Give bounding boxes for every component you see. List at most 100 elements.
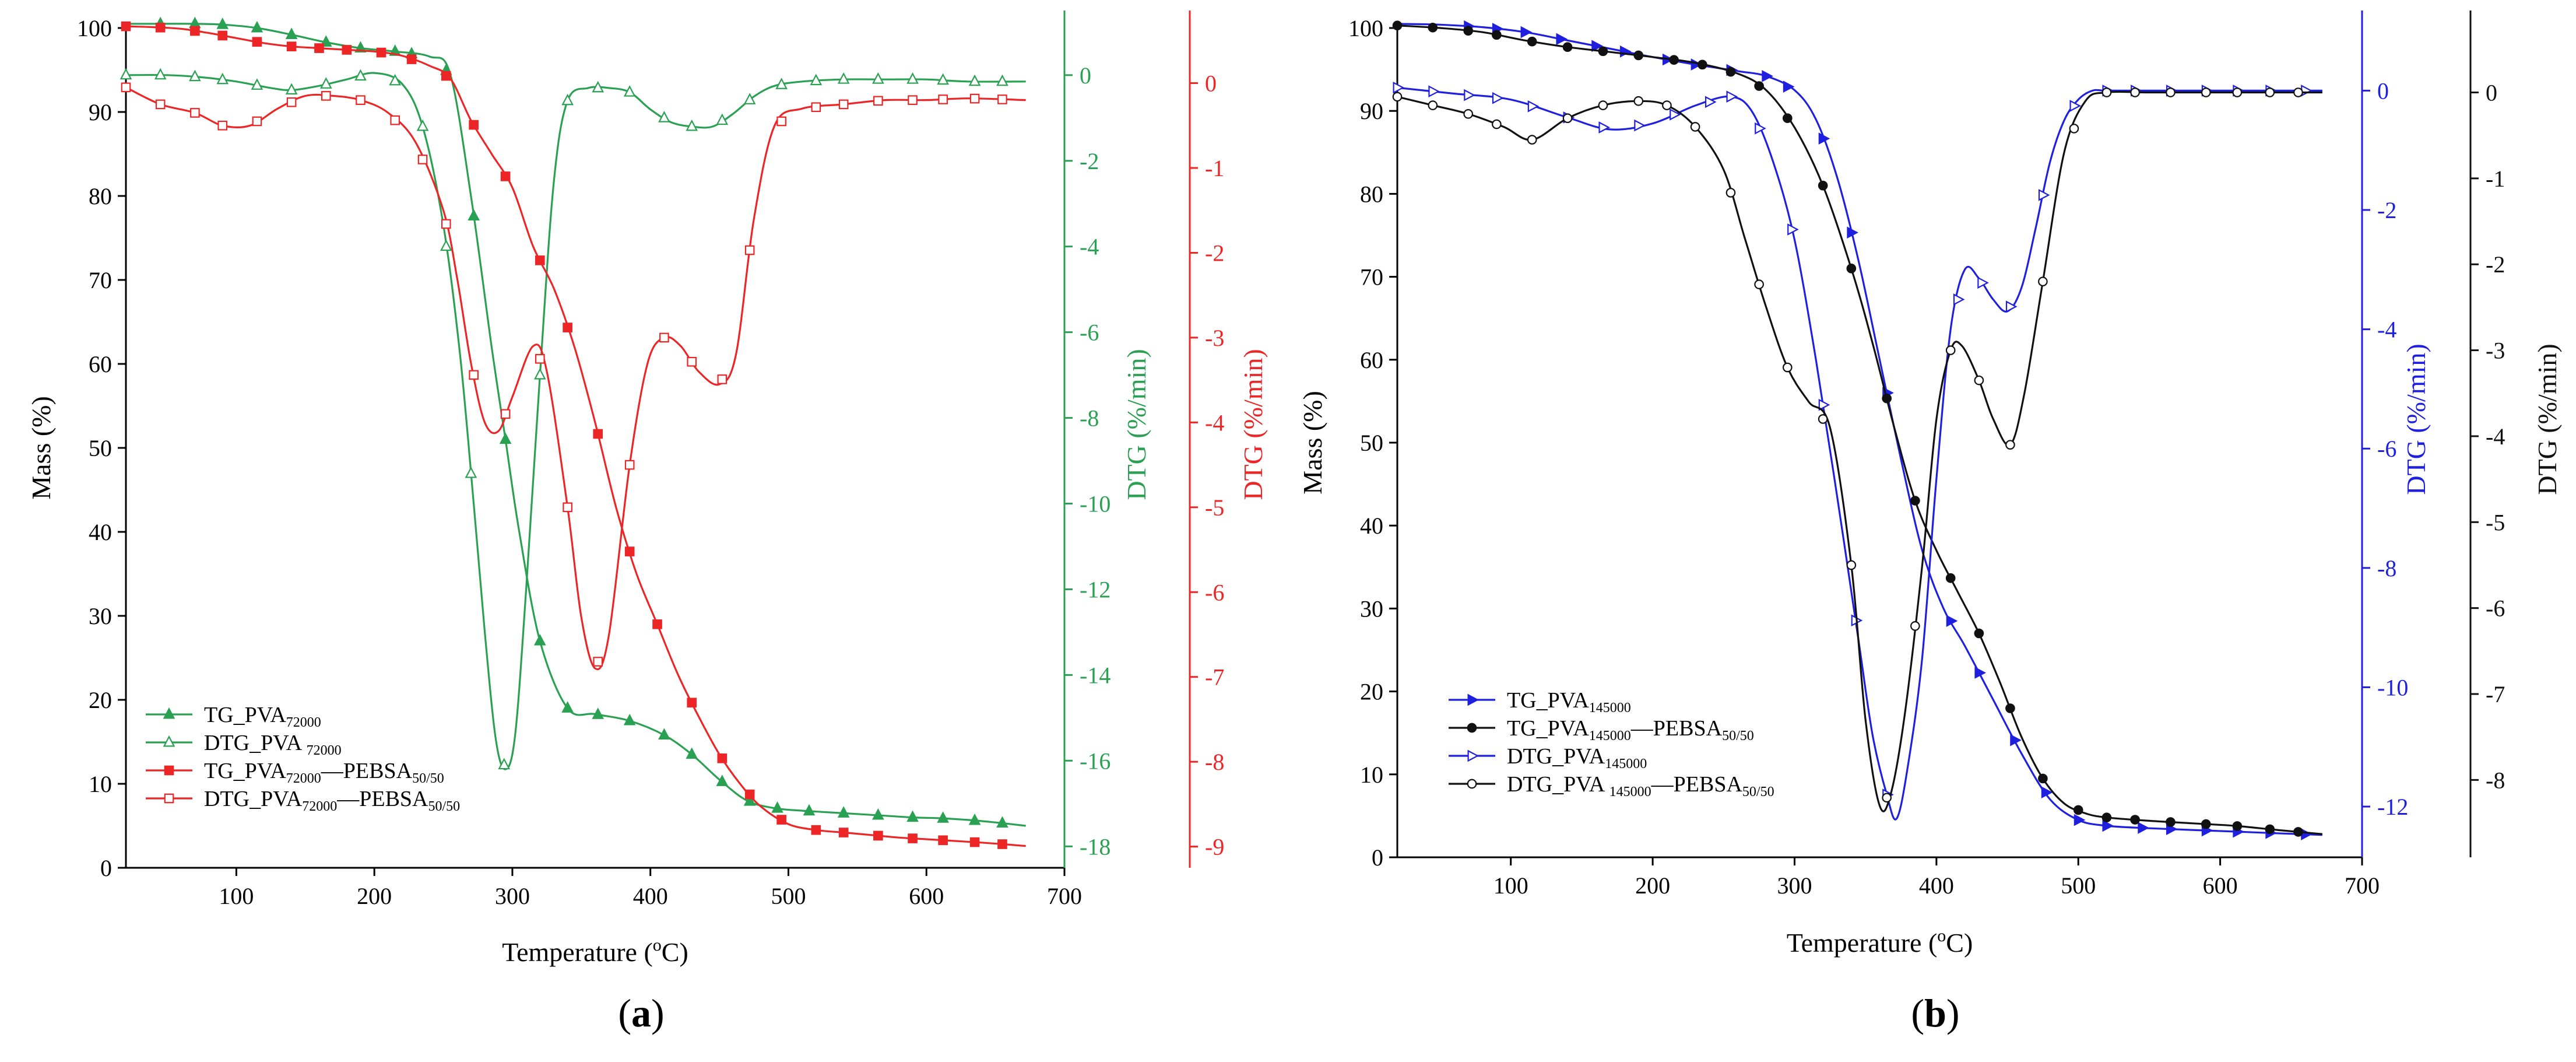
data-point — [687, 698, 697, 708]
series-1 — [1392, 20, 2323, 837]
y-tick-label: 30 — [89, 603, 112, 629]
data-point — [390, 115, 400, 125]
data-point — [216, 17, 229, 29]
legend-sub2: 50/50 — [1722, 728, 1754, 744]
panel-label-letter: b — [1924, 991, 1946, 1035]
green-axis-tick-label: -12 — [1080, 576, 1110, 602]
legend-marker — [164, 793, 174, 804]
legend-sub2: 50/50 — [428, 799, 461, 814]
legend-sub2: 50/50 — [412, 771, 444, 786]
data-point — [686, 119, 698, 131]
data-point — [2073, 805, 2083, 815]
data-point — [1556, 33, 1568, 45]
data-point — [717, 374, 728, 384]
data-point — [319, 77, 332, 89]
x-tick-label: 300 — [495, 883, 530, 909]
blue-axis-title: DTG (%/min) — [2401, 344, 2431, 495]
legend-name: TG_PVA — [204, 703, 286, 727]
data-point — [1393, 81, 1405, 94]
data-point — [285, 83, 298, 95]
green-axis-tick-label: -14 — [1080, 662, 1110, 688]
legend-label: DTG_PVA 145000—PEBSA50/50 — [1507, 772, 1774, 800]
data-point — [686, 747, 698, 759]
data-point — [285, 27, 298, 39]
x-axis-title-text: Temperature ( — [502, 937, 653, 967]
data-point — [623, 713, 636, 725]
green-axis-tick-label: -10 — [1080, 491, 1110, 517]
legend-label: DTG_PVA 72000 — [204, 731, 342, 758]
data-point — [1974, 667, 1987, 679]
data-point — [416, 119, 429, 131]
data-point — [969, 93, 980, 104]
black-axis-tick-label: -8 — [2486, 767, 2505, 793]
data-point — [1492, 119, 1502, 129]
y-tick-label: 20 — [89, 687, 112, 713]
data-point — [1787, 223, 1799, 236]
data-point — [997, 839, 1007, 849]
x-axis-title-sup: o — [1937, 926, 1946, 945]
data-point — [2265, 824, 2275, 835]
data-point — [1754, 81, 1764, 91]
data-point — [2041, 786, 2053, 799]
y-tick-label: 50 — [1360, 430, 1383, 456]
data-point — [389, 73, 402, 86]
data-point — [376, 47, 386, 58]
data-point — [803, 804, 816, 816]
legend-marker — [1467, 749, 1479, 762]
data-point — [1633, 96, 1644, 106]
y-tick-label: 20 — [1360, 679, 1383, 705]
x-tick-label: 500 — [2061, 872, 2096, 899]
y-tick-label: 90 — [89, 99, 112, 125]
x-axis-title: Temperature (oC) — [502, 935, 688, 967]
data-point — [873, 830, 883, 841]
data-point — [500, 409, 511, 419]
data-point — [2138, 822, 2149, 834]
data-point — [872, 808, 884, 820]
panel-label: (a) — [618, 991, 664, 1035]
legend-marker — [1467, 723, 1477, 733]
green-axis-tick-label: -4 — [1080, 234, 1099, 260]
x-tick-label: 100 — [219, 883, 254, 909]
data-point — [2201, 87, 2211, 97]
data-point — [120, 68, 132, 80]
legend-name: DTG_PVA — [1507, 744, 1605, 769]
y-tick-label: 70 — [1360, 264, 1383, 290]
data-point — [1953, 293, 1965, 306]
data-point — [1974, 628, 1984, 639]
x-tick-label: 400 — [633, 883, 668, 909]
data-point — [2101, 87, 2112, 97]
data-point — [1669, 55, 1679, 65]
data-point — [217, 120, 228, 131]
data-point — [716, 774, 729, 786]
data-point — [996, 816, 1008, 828]
data-point — [2232, 87, 2243, 97]
data-point — [533, 634, 546, 646]
data-point — [440, 239, 452, 251]
data-point — [908, 833, 918, 843]
data-point — [121, 21, 131, 31]
legend-sub2: 50/50 — [1742, 784, 1774, 800]
legend-label: TG_PVA145000 — [1507, 688, 1631, 716]
data-point — [441, 219, 451, 229]
data-point — [1428, 22, 1438, 33]
data-point — [1847, 226, 1858, 239]
data-point — [2293, 827, 2303, 837]
data-point — [499, 432, 512, 444]
data-point — [997, 94, 1007, 104]
data-point — [593, 657, 603, 667]
legend-sub: 145000 — [1609, 784, 1651, 800]
data-point — [1882, 793, 1892, 803]
data-point — [561, 701, 574, 713]
blue-axis-tick-label: -10 — [2377, 674, 2408, 700]
data-point — [1818, 180, 1828, 191]
panel-label: (b) — [1911, 991, 1959, 1035]
legend-name: DTG_PVA — [204, 731, 307, 755]
series-line — [125, 25, 1026, 847]
data-point — [190, 108, 200, 118]
data-point — [2005, 440, 2015, 450]
data-point — [624, 546, 635, 556]
red-axis-tick-label: 0 — [1205, 71, 1217, 97]
data-point — [937, 73, 949, 85]
x-axis-title-end: C) — [662, 937, 688, 967]
x-tick-label: 100 — [1493, 872, 1528, 899]
